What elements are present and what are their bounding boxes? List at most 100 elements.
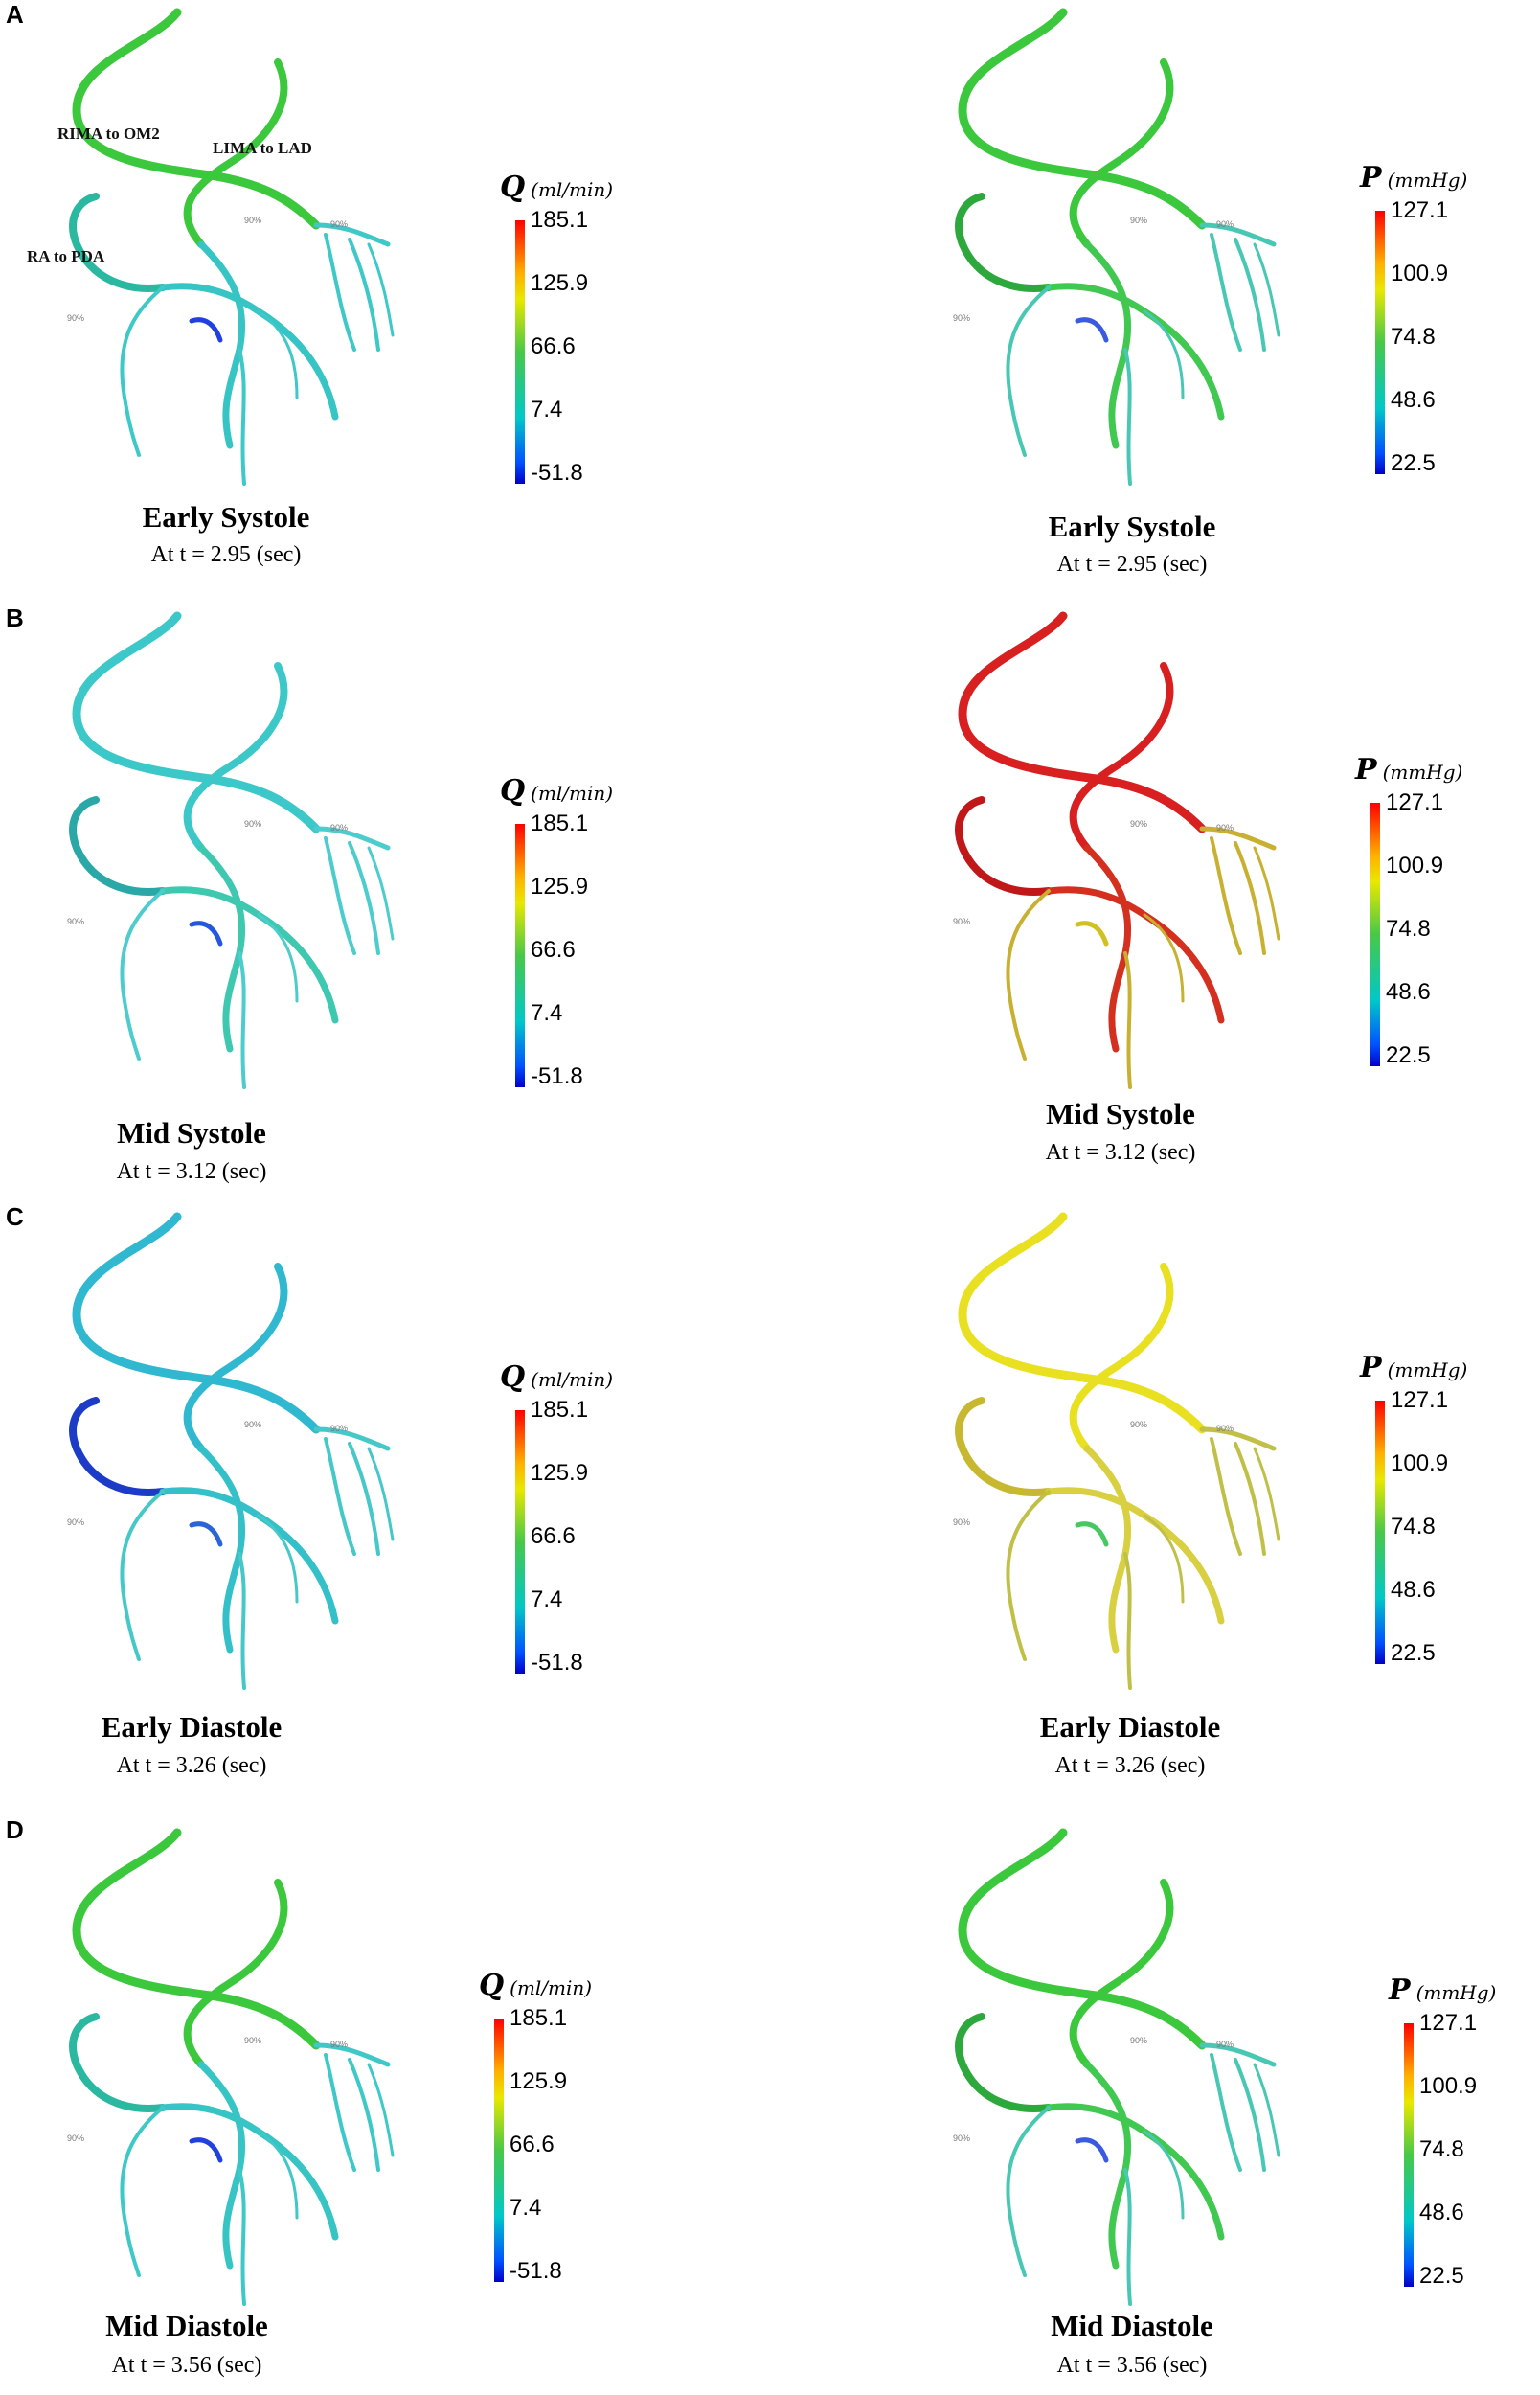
vessel-segment-mid [1083, 1445, 1132, 1654]
vessel-network: 90% 90% 90% [67, 8, 395, 486]
coronary-tree-flow-d: 90% 90% 90% [10, 1825, 412, 2314]
vessel-segment-mid [197, 1445, 246, 1654]
vessel-segment-main [183, 662, 288, 852]
vessel-segment-mid [1083, 2061, 1132, 2270]
vessel-segment-branches [324, 1437, 356, 1556]
vessel-segment-mid [197, 844, 246, 1053]
vessel-segment-branches [1234, 238, 1266, 352]
time-label-pressure-c: At t = 3.26 (sec) [1054, 1753, 1206, 1778]
colorbar-title: P (mmHg) [1355, 753, 1462, 787]
vessel-segment-branches [1006, 285, 1051, 457]
colorbar-title: P (mmHg) [1360, 161, 1467, 194]
vessel-network: 90% 90% 90% [67, 1828, 395, 2306]
vessel-segment-branches [1234, 841, 1266, 955]
colorbar-title: Q (ml/min) [500, 1360, 613, 1394]
vessel-network: 90% 90% 90% [953, 611, 1280, 1089]
phase-title-flow-b: Mid Systole [117, 1116, 266, 1150]
phase-title-flow-d: Mid Diastole [105, 2309, 268, 2342]
colorbar-tick-label: 185.1 [531, 1397, 589, 1423]
colorbar-symbol: P [1360, 161, 1382, 194]
colorbar-tick-label: 100.9 [1419, 2073, 1478, 2099]
vessel-network: 90% 90% 90% [953, 1212, 1280, 1690]
stenosis-label: 90% [244, 2036, 261, 2045]
vessel-network: 90% 90% 90% [67, 611, 395, 1089]
colorbar-tick-label: 127.1 [1419, 2010, 1478, 2036]
vessel-segment-branches [324, 233, 356, 352]
vessel-segment-mid [197, 240, 246, 449]
coronary-tree-pressure-c: 90% 90% 90% [895, 1209, 1298, 1698]
colorbar-gradient [1370, 803, 1380, 1066]
vessel-segment-branches [313, 2042, 391, 2067]
time-label-pressure-b: At t = 3.12 (sec) [1045, 1140, 1196, 1165]
colorbar-tick-label: -51.8 [531, 1063, 583, 1089]
vessel-segment-branches [367, 846, 395, 941]
time-label-pressure-d: At t = 3.56 (sec) [1056, 2353, 1208, 2378]
colorbar-symbol: Q [500, 774, 526, 808]
vessel-segment-branches [1123, 2168, 1132, 2306]
phase-title-pressure-c: Early Diastole [1039, 1710, 1221, 1744]
stenosis-label: 90% [953, 313, 970, 323]
colorbar-tick-label: 100.9 [1391, 261, 1449, 286]
vessel-segment-branches [348, 841, 380, 955]
vessel-segment-accent [1075, 1521, 1109, 1547]
vessel-segment-branches [257, 2130, 299, 2220]
colorbar-tick-label: -51.8 [510, 2258, 562, 2284]
stenosis-label: 90% [330, 2040, 348, 2049]
label-ra-to-pda: RA to PDA [27, 247, 105, 265]
colorbar-tick-label: 74.8 [1391, 324, 1436, 350]
colorbar-tick-label: -51.8 [531, 460, 583, 486]
vessel-segment-accent [189, 921, 223, 947]
vessel-segment-main [1069, 662, 1174, 852]
panel-letter-b: B [6, 604, 24, 632]
colorbar-tick-label: 66.6 [531, 1523, 576, 1549]
vessel-segment-main [72, 1212, 321, 1434]
vessel-segment-branches [120, 1490, 165, 1661]
vessel-segment-mid [1083, 844, 1132, 1053]
stenosis-label: 90% [67, 313, 84, 323]
colorbar-title: Q (ml/min) [479, 1969, 592, 2002]
colorbar-tick-label: 125.9 [510, 2068, 568, 2094]
stenosis-label: 90% [330, 823, 348, 833]
vessel-segment-mid [197, 2061, 246, 2270]
pressure-colorbar-d: P (mmHg) 127.1 100.9 74.8 48.6 22.5 [1389, 1973, 1540, 2299]
vessel-segment-main [958, 1212, 1207, 1434]
colorbar-tick-label: 100.9 [1386, 853, 1444, 878]
vessel-segment-accent [1075, 921, 1109, 947]
flow-colorbar-b: Q (ml/min) 185.1 125.9 66.6 7.4 -51.8 [500, 774, 653, 1100]
vessel-segment-branches [257, 913, 299, 1003]
vessel-segment-branches [1210, 1437, 1242, 1556]
colorbar-tick-label: 66.6 [531, 333, 576, 359]
colorbar-tick-label: 125.9 [531, 874, 589, 900]
stenosis-label: 90% [67, 917, 84, 926]
vessel-segment-branches [120, 285, 165, 457]
vessel-segment-branches [1006, 1490, 1051, 1661]
label-lima-to-lad: LIMA to LAD [213, 139, 312, 157]
vessel-network: 90% 90% 90% [953, 1828, 1280, 2306]
stenosis-label: 90% [953, 917, 970, 926]
colorbar-unit: (mmHg) [1382, 761, 1463, 784]
colorbar-symbol: Q [500, 1360, 526, 1394]
colorbar-tick-label: 7.4 [531, 397, 563, 422]
colorbar-gradient [1375, 1401, 1385, 1664]
stenosis-label: 90% [1216, 2040, 1234, 2049]
colorbar-tick-label: 185.1 [510, 2005, 568, 2031]
vessel-segment-branches [1199, 2042, 1277, 2067]
vessel-segment-right [69, 193, 167, 292]
colorbar-tick-label: 127.1 [1386, 789, 1444, 815]
time-label-flow-b: At t = 3.12 (sec) [116, 1159, 267, 1184]
vessel-segment-right [955, 796, 1053, 896]
vessel-segment-branches [1253, 2063, 1280, 2157]
colorbar-unit: (mmHg) [1387, 1358, 1468, 1381]
colorbar-tick-label: 22.5 [1419, 2263, 1464, 2289]
vessel-segment-right [955, 2013, 1053, 2112]
vessel-segment-branches [324, 2053, 356, 2172]
stenosis-label: 90% [1130, 1420, 1147, 1429]
time-label-flow-c: At t = 3.26 (sec) [116, 1753, 267, 1778]
colorbar-symbol: P [1355, 753, 1377, 787]
label-rima-to-om2: RIMA to OM2 [57, 125, 160, 143]
vessel-segment-branches [1253, 846, 1280, 941]
colorbar-tick-label: 7.4 [510, 2195, 542, 2221]
vessel-segment-branches [120, 889, 165, 1061]
colorbar-unit: (ml/min) [510, 1976, 593, 1999]
panel-letter-d: D [6, 1815, 24, 1844]
